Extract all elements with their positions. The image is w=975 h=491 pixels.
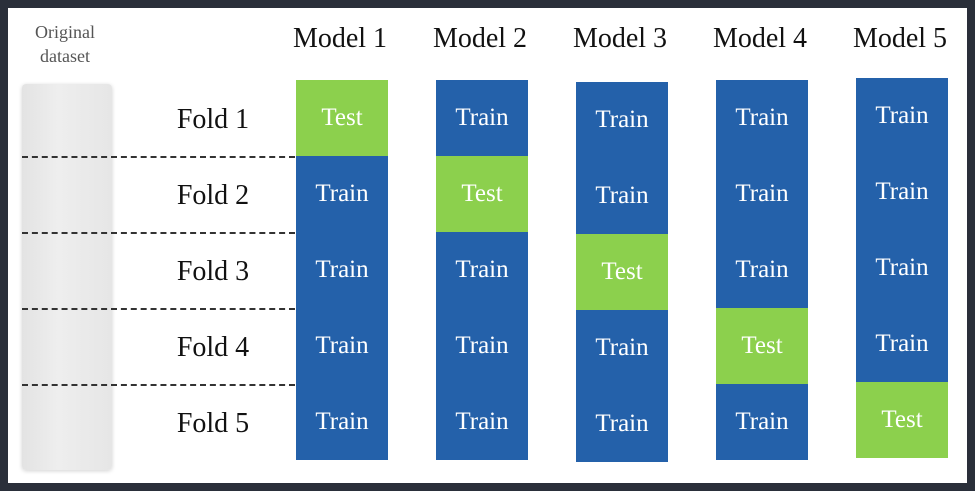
model-4-fold-2-cell: Train [716, 156, 808, 232]
model-3-fold-4-cell: Train [576, 310, 668, 386]
original-dataset-label: Original dataset [35, 22, 95, 66]
model-1-fold-4-cell: Train [296, 308, 388, 384]
model-1-fold-1-cell: Test [296, 80, 388, 156]
model-title-2: Model 2 [432, 23, 528, 54]
model-1-fold-2-cell: Train [296, 156, 388, 232]
model-title-4: Model 4 [712, 23, 808, 54]
fold-separator-3 [22, 308, 384, 310]
fold-label-1: Fold 1 [176, 104, 250, 135]
model-3-fold-1-cell: Train [576, 82, 668, 158]
model-title-3: Model 3 [572, 23, 668, 54]
model-4-fold-4-cell: Test [716, 308, 808, 384]
fold-label-5: Fold 5 [176, 408, 250, 439]
model-5-fold-2-cell: Train [856, 154, 948, 230]
model-4-fold-5-cell: Train [716, 384, 808, 460]
fold-label-4: Fold 4 [176, 332, 250, 363]
model-1-fold-5-cell: Train [296, 384, 388, 460]
model-5-fold-5-cell: Test [856, 382, 948, 458]
model-4-fold-1-cell: Train [716, 80, 808, 156]
model-title-5: Model 5 [852, 23, 948, 54]
model-3-fold-3-cell: Test [576, 234, 668, 310]
original-dataset-bar [22, 84, 112, 470]
fold-separator-2 [22, 232, 384, 234]
fold-label-2: Fold 2 [176, 180, 250, 211]
model-2-fold-2-cell: Test [436, 156, 528, 232]
model-2-fold-3-cell: Train [436, 232, 528, 308]
model-title-1: Model 1 [292, 23, 388, 54]
model-3-fold-5-cell: Train [576, 386, 668, 462]
model-1-fold-3-cell: Train [296, 232, 388, 308]
model-5-fold-3-cell: Train [856, 230, 948, 306]
model-2-fold-5-cell: Train [436, 384, 528, 460]
model-2-fold-4-cell: Train [436, 308, 528, 384]
fold-separator-4 [22, 384, 384, 386]
diagram-canvas: Original dataset Fold 1 Fold 2 Fold 3 Fo… [8, 8, 967, 483]
fold-label-3: Fold 3 [176, 256, 250, 287]
model-2-fold-1-cell: Train [436, 80, 528, 156]
model-3-fold-2-cell: Train [576, 158, 668, 234]
model-4-fold-3-cell: Train [716, 232, 808, 308]
model-5-fold-4-cell: Train [856, 306, 948, 382]
fold-separator-1 [22, 156, 384, 158]
model-5-fold-1-cell: Train [856, 78, 948, 154]
